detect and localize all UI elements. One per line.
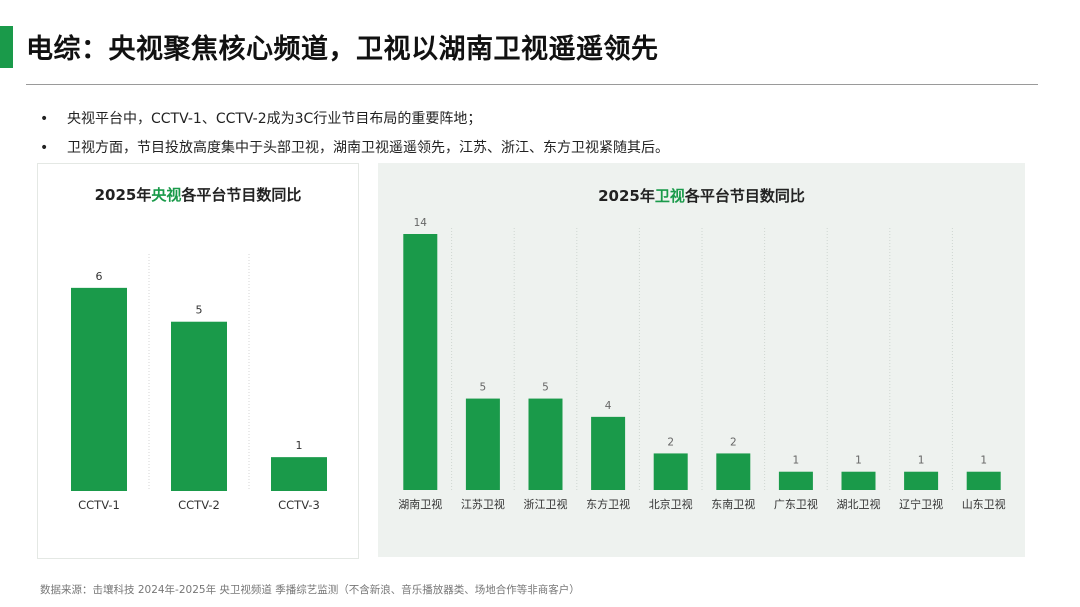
chart-title-highlight: 卫视 [654,187,685,205]
bar-湖北卫视 [841,471,876,490]
bar-广东卫视 [778,471,813,490]
bar-value-label: 6 [96,270,103,283]
chart-title-highlight: 央视 [151,186,182,204]
bar-value-label: 1 [855,455,862,467]
bar-value-label: 4 [605,400,612,412]
bar-江苏卫视 [465,398,500,490]
cctv-chart-panel: 2025年央视各平台节目数同比 6 CCTV-1 5 CCTV-2 1 CCTV-3 [37,163,359,559]
category-label: 山东卫视 [962,497,1006,511]
bar-value-label: 2 [667,436,674,448]
bullet-text: 卫视方面，节目投放高度集中于头部卫视，湖南卫视遥遥领先，江苏、浙江、东方卫视紧随… [67,140,669,156]
bar-value-label: 2 [730,436,737,448]
satellite-bar-chart: 14 湖南卫视 5 江苏卫视 5 浙江卫视 4 东方卫视 2 北京卫视 2 东南卫视 1 广东卫视 1 湖北卫… [398,217,1006,511]
bar-CCTV-2 [171,321,227,491]
data-source-note: 数据来源：击壤科技 2024年-2025年 央卫视频道 季播综艺监测（不含新浪、… [40,584,580,596]
category-label: CCTV-3 [278,498,320,512]
bar-value-label: 1 [296,439,303,452]
satellite-chart-panel: 2025年卫视各平台节目数同比 14 湖南卫视 5 江苏卫视 5 浙江卫视 4 东方卫视 2 北京… [378,163,1025,557]
category-label: 东南卫视 [711,497,755,511]
chart-title-suffix: 各平台节目数同比 [684,187,805,205]
bullet-list: • 央视平台中，CCTV-1、CCTV-2成为3C行业节目布局的重要阵地； • … [40,108,669,166]
cctv-bar-chart: 6 CCTV-1 5 CCTV-2 1 CCTV-3 [71,254,327,512]
category-label: 广东卫视 [774,497,818,511]
category-label: CCTV-2 [178,498,220,512]
bar-value-label: 5 [542,382,549,394]
bar-value-label: 1 [793,455,800,467]
bar-东南卫视 [716,453,751,490]
chart-title-prefix: 2025年 [94,186,152,204]
bar-湖南卫视 [403,234,438,490]
chart-title-suffix: 各平台节目数同比 [181,186,302,204]
bar-value-label: 14 [414,217,428,229]
bar-东方卫视 [591,416,626,490]
slide-title: 电综：央视聚焦核心频道，卫视以湖南卫视遥遥领先 [26,34,659,65]
satellite-chart-title: 2025年卫视各平台节目数同比 [378,185,1025,206]
category-label: 浙江卫视 [524,497,568,511]
bullet-item: • 卫视方面，节目投放高度集中于头部卫视，湖南卫视遥遥领先，江苏、浙江、东方卫视… [40,137,669,166]
bar-CCTV-1 [71,287,127,491]
bar-浙江卫视 [528,398,563,490]
title-divider [26,84,1038,85]
bar-北京卫视 [653,453,688,490]
category-label: 湖南卫视 [398,497,442,511]
bullet-dot: • [40,111,49,127]
category-label: 江苏卫视 [461,497,505,511]
title-accent-bar [0,26,13,68]
bar-value-label: 1 [980,455,987,467]
chart-title-prefix: 2025年 [598,187,655,205]
category-label: 湖北卫视 [837,497,881,511]
bullet-item: • 央视平台中，CCTV-1、CCTV-2成为3C行业节目布局的重要阵地； [40,108,669,137]
bar-辽宁卫视 [904,471,939,490]
category-label: 辽宁卫视 [899,497,943,511]
bar-value-label: 1 [918,455,925,467]
category-label: 北京卫视 [649,497,693,511]
bullet-dot: • [40,140,49,156]
bar-value-label: 5 [480,382,487,394]
bullet-text: 央视平台中，CCTV-1、CCTV-2成为3C行业节目布局的重要阵地； [67,111,482,127]
bar-value-label: 5 [196,304,203,317]
category-label: 东方卫视 [586,497,630,511]
bar-山东卫视 [966,471,1001,490]
bar-CCTV-3 [271,457,327,491]
category-label: CCTV-1 [78,498,120,512]
cctv-chart-title: 2025年央视各平台节目数同比 [38,184,358,205]
